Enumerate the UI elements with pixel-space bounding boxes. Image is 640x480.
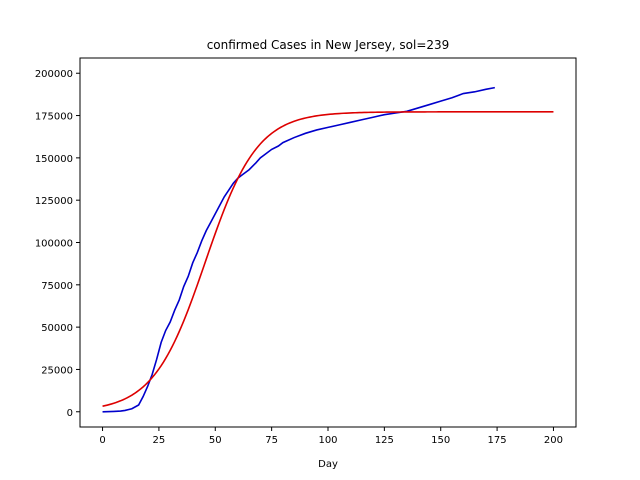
x-axis: 0 25 50 75 100 125 150 175 200 <box>99 427 563 446</box>
y-tick-label: 175000 <box>35 112 73 123</box>
x-tick-label: 25 <box>153 435 166 446</box>
series-layer <box>102 86 554 413</box>
x-tick-label: 100 <box>318 435 337 446</box>
y-tick-label: 150000 <box>35 154 73 165</box>
y-tick-label: 0 <box>67 408 73 419</box>
x-axis-label: Day <box>318 459 338 470</box>
y-tick-label: 75000 <box>41 281 73 292</box>
x-tick-label: 125 <box>375 435 394 446</box>
x-tick-label: 0 <box>99 435 105 446</box>
chart-title: confirmed Cases in New Jersey, sol=239 <box>207 38 450 52</box>
x-tick-label: 200 <box>544 435 563 446</box>
x-tick-label: 75 <box>265 435 278 446</box>
y-axis: 0 25000 50000 75000 100000 125000 150000 175000… <box>35 69 80 419</box>
x-tick-label: 150 <box>431 435 450 446</box>
y-tick-label: 200000 <box>35 69 73 80</box>
y-tick-label: 50000 <box>41 323 73 334</box>
y-tick-label: 25000 <box>41 365 73 376</box>
x-tick-label: 50 <box>209 435 222 446</box>
y-tick-label: 125000 <box>35 196 73 207</box>
series-line-fit <box>102 111 554 407</box>
x-tick-label: 175 <box>488 435 507 446</box>
y-tick-label: 100000 <box>35 239 73 250</box>
